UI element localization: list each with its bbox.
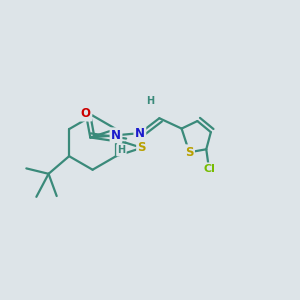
Text: S: S (138, 141, 146, 154)
Text: Cl: Cl (203, 164, 215, 174)
Text: H: H (117, 145, 125, 155)
Text: H: H (146, 96, 154, 106)
Text: S: S (185, 146, 194, 159)
Text: N: N (111, 129, 121, 142)
Text: O: O (81, 107, 91, 120)
Text: N: N (135, 127, 145, 140)
